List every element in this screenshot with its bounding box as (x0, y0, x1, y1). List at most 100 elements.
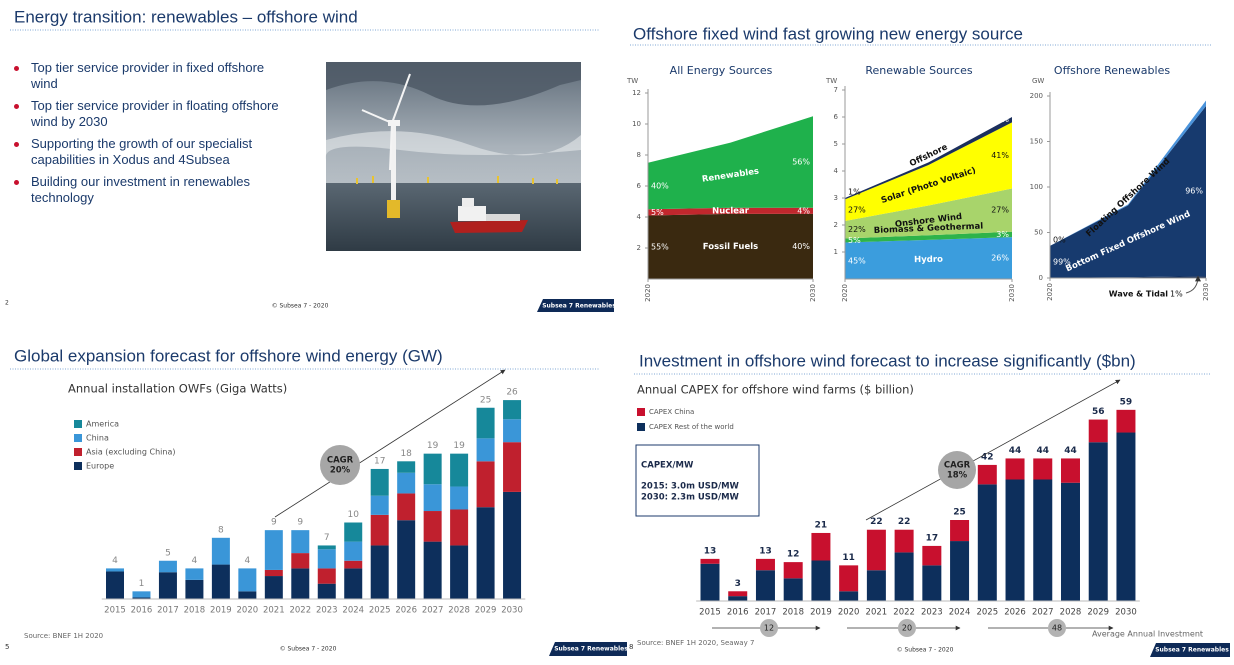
chart-title: Annual CAPEX for offshore wind farms ($ … (637, 383, 914, 397)
y-tick-label: 100 (1030, 183, 1043, 191)
bar-segment (370, 495, 389, 515)
bar-segment (211, 564, 230, 599)
y-tick-label: 1 (834, 248, 838, 256)
share-label: 45% (848, 256, 866, 265)
bar-segment (1088, 419, 1108, 443)
bar-segment (370, 468, 389, 496)
average-value: 12 (764, 624, 774, 633)
bar-segment (476, 461, 495, 508)
note-box (635, 444, 760, 517)
page-number: 8 (629, 643, 633, 651)
x-tick-label: 2017 (755, 608, 777, 618)
bar-segment (839, 565, 859, 592)
bar-segment (811, 532, 831, 561)
y-axis-unit: TW (626, 77, 638, 85)
x-tick-label: 2024 (342, 606, 364, 616)
total-label: 4 (112, 556, 118, 566)
y-tick-label: 8 (637, 151, 641, 159)
badge-text: Subsea 7 Renewables (542, 303, 616, 310)
x-tick-label: 2025 (369, 606, 391, 616)
bullet: Supporting the growth of our specialist … (12, 136, 282, 168)
chart-title: Annual installation OWFs (Giga Watts) (68, 382, 287, 396)
bar-segment (503, 491, 522, 599)
bar-segment (344, 560, 363, 569)
y-tick-label: 3 (834, 194, 838, 202)
cagr-text: 20% (330, 466, 351, 476)
share-label: 55% (651, 243, 669, 252)
area (648, 207, 813, 216)
average-badge (760, 619, 778, 637)
total-label: 19 (427, 441, 439, 451)
slide-title: Offshore fixed wind fast growing new ene… (633, 24, 1023, 43)
bar-segment (1060, 482, 1080, 601)
area (845, 122, 1012, 221)
bar-segment (450, 509, 469, 546)
total-label: 25 (480, 395, 491, 405)
y-tick-label: 6 (637, 182, 642, 190)
share-label: 56% (792, 157, 810, 166)
bar-segment (397, 461, 416, 473)
slide-title: Global expansion forecast for offshore w… (14, 346, 443, 365)
badge-text: Subsea 7 Renewables (1155, 647, 1229, 654)
legend-label: America (86, 420, 119, 429)
bar-segment (922, 565, 942, 601)
bar-segment (106, 571, 124, 599)
bar-segment (238, 568, 257, 592)
area (845, 188, 1012, 239)
total-label: 9 (271, 518, 277, 528)
bar-segment (783, 562, 803, 579)
footer: © Subsea 7 - 2020 (897, 647, 954, 654)
bar-segment (700, 563, 720, 601)
x-tick-label: 2016 (131, 606, 153, 616)
badge: Subsea 7 Renewables (549, 642, 628, 656)
area (1050, 106, 1206, 278)
y-tick-label: 150 (1030, 138, 1043, 146)
bar-segment (158, 560, 177, 573)
bar-segment (450, 545, 469, 599)
total-label: 44 (1064, 446, 1077, 456)
bar-segment (132, 591, 151, 598)
x-tick-label: 2020 (644, 284, 652, 302)
legend-swatch (74, 434, 82, 442)
legend-swatch (74, 420, 82, 428)
bar-segment (264, 530, 283, 570)
total-label: 42 (981, 452, 994, 462)
bar-segment (1033, 458, 1053, 480)
bar-segment (238, 591, 257, 599)
area (845, 117, 1012, 200)
bar-segment (264, 569, 283, 577)
total-label: 21 (815, 520, 828, 530)
x-tick-label: 2026 (395, 606, 417, 616)
total-label: 11 (842, 553, 855, 563)
bar-segment (291, 530, 310, 554)
bar-segment (1033, 479, 1053, 601)
bar-segment (423, 453, 442, 485)
x-tick-label: 2029 (475, 606, 497, 616)
share-label: 27% (991, 206, 1009, 215)
trend-arrow (274, 369, 506, 518)
cagr-text: 18% (947, 471, 968, 481)
legend-swatch (637, 408, 645, 416)
total-label: 17 (374, 456, 385, 466)
legend-swatch (637, 423, 645, 431)
bar-segment (423, 541, 442, 599)
bar-segment (476, 407, 495, 439)
share-label: 3% (1190, 99, 1203, 108)
x-tick-label: 2019 (810, 608, 832, 618)
bar-segment (700, 558, 720, 564)
x-tick-label: 2021 (263, 606, 285, 616)
bullet: Building our investment in renewables te… (12, 174, 282, 206)
x-tick-label: 2027 (422, 606, 444, 616)
total-label: 22 (870, 517, 883, 527)
bar-segment (1116, 409, 1136, 433)
share-label: 3% (996, 230, 1009, 239)
share-label: 96% (1185, 187, 1203, 196)
cagr-badge (938, 451, 976, 489)
badge-text: Subsea 7 Renewables (554, 646, 628, 653)
share-label: 27% (848, 206, 866, 215)
bar-segment (344, 568, 363, 599)
bar-segment (344, 522, 363, 542)
bar-segment (1005, 479, 1025, 601)
badge: Subsea 7 Renewables (537, 299, 616, 312)
